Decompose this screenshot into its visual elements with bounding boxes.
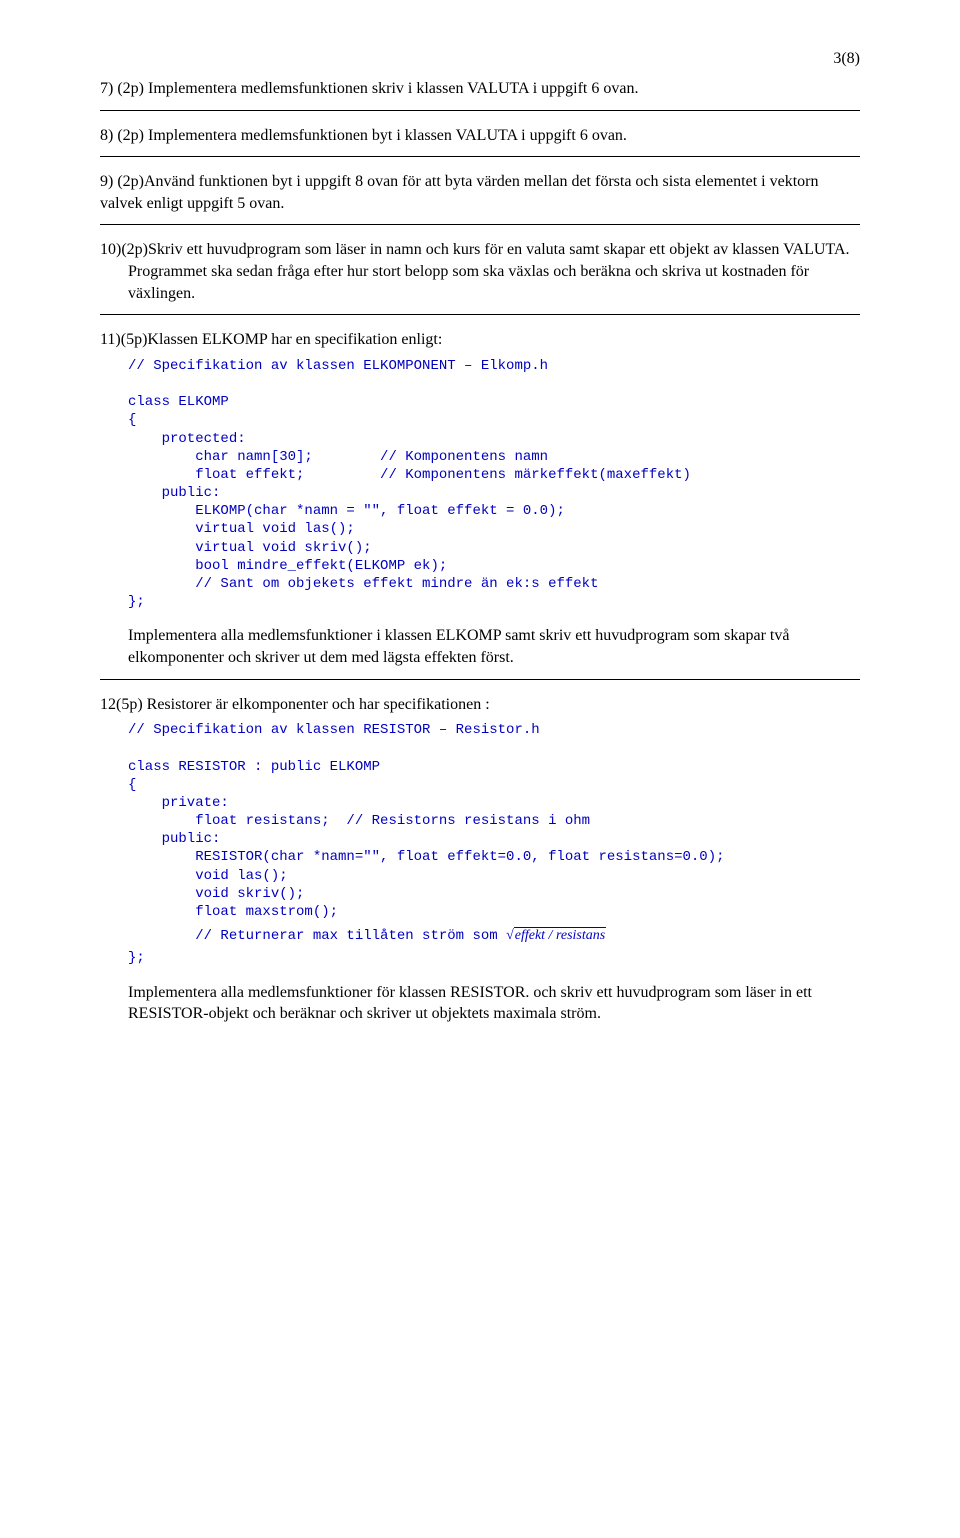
divider [100,679,860,680]
divider [100,224,860,225]
page-number: 3(8) [100,50,860,68]
sqrt-sign: √ [506,928,514,943]
question-10: 10)(2p)Skriv ett huvudprogram som läser … [128,239,860,304]
divider [100,110,860,111]
divider [100,156,860,157]
sqrt-content: effekt / resistans [514,927,606,943]
question-11-after: Implementera alla medlemsfunktioner i kl… [128,625,860,668]
question-11-intro: 11)(5p)Klassen ELKOMP har en specifikati… [100,329,860,351]
question-9: 9) (2p)Använd funktionen byt i uppgift 8… [100,171,860,214]
question-8: 8) (2p) Implementera medlemsfunktionen b… [100,125,860,147]
divider [100,314,860,315]
code-block-resistor-b: }; [128,949,860,967]
document-page: 3(8) 7) (2p) Implementera medlemsfunktio… [0,0,960,1091]
sqrt-expression: √effekt / resistans [506,927,606,945]
question-7: 7) (2p) Implementera medlemsfunktionen s… [100,78,860,100]
code-block-resistor-return: // Returnerar max tillåten ström som √ef… [128,927,860,945]
code-return-comment: // Returnerar max tillåten ström som [128,928,506,944]
question-12-intro: 12(5p) Resistorer är elkomponenter och h… [100,694,860,716]
question-12-after: Implementera alla medlemsfunktioner för … [128,982,860,1025]
code-block-elkomp: // Specifikation av klassen ELKOMPONENT … [128,357,860,612]
code-block-resistor-a: // Specifikation av klassen RESISTOR – R… [128,721,860,921]
